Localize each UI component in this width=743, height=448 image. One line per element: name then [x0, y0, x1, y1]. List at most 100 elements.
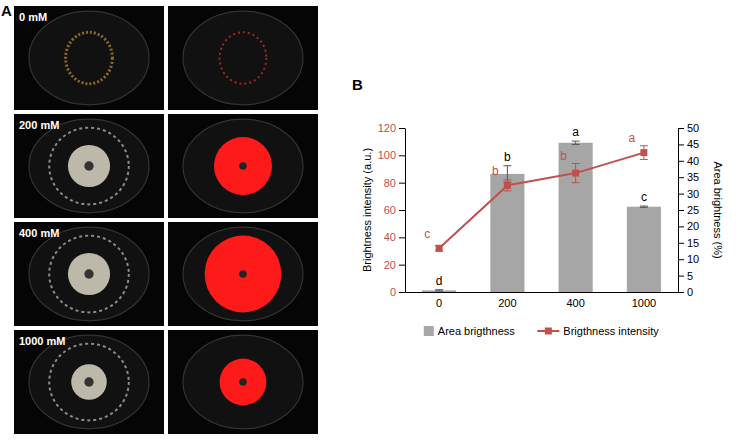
section-outline	[183, 227, 303, 321]
image-ground	[168, 222, 318, 326]
tick-mark	[399, 155, 405, 156]
tick: 60	[384, 204, 405, 216]
tick: 80	[384, 177, 405, 189]
tick-label: 1000	[632, 297, 656, 309]
image-ground	[14, 222, 164, 326]
red-area	[220, 359, 267, 406]
pith	[84, 269, 93, 278]
tick-mark	[678, 243, 684, 244]
tick-label: 10	[687, 253, 699, 265]
tick-mark	[678, 292, 684, 293]
tick: 20	[384, 259, 405, 271]
tick-mark	[678, 194, 684, 195]
tick-label: 0	[436, 297, 442, 309]
tick-mark	[678, 276, 684, 277]
tick-mark	[399, 237, 405, 238]
tick: 10	[678, 253, 699, 265]
legend-item: Area brigthness	[424, 325, 516, 337]
tick-mark	[399, 292, 405, 293]
axis-title: Brightness intensity (a.u.)	[361, 148, 373, 272]
tick-label: 20	[384, 259, 396, 271]
tick-mark	[678, 210, 684, 211]
tick-label: 0	[687, 286, 693, 298]
legend-swatch	[424, 326, 434, 336]
significance-letter: d	[436, 274, 443, 288]
tick: 35	[678, 171, 699, 183]
stele	[68, 253, 110, 295]
image-ground	[14, 6, 164, 110]
cell-ring	[49, 128, 129, 205]
figure: A0 mM200 mM400 mM1000 mMB020406080100120…	[0, 0, 743, 448]
axis-line	[406, 292, 679, 293]
micrograph	[14, 6, 164, 110]
tick-label: 60	[384, 204, 396, 216]
image-ground	[168, 330, 318, 434]
significance-letter: a	[572, 125, 579, 139]
tick-mark	[399, 210, 405, 211]
micrograph	[14, 114, 164, 218]
pith	[84, 161, 93, 170]
annotations: dbaccbba	[424, 125, 647, 288]
image-label: 200 mM	[19, 119, 59, 131]
bar	[422, 290, 456, 292]
micrograph-thresholded	[168, 222, 318, 326]
micrograph	[14, 222, 164, 326]
marker	[504, 182, 511, 189]
tick-mark	[678, 177, 684, 178]
marker	[572, 170, 579, 177]
tick: 200	[498, 292, 516, 309]
tick: 25	[678, 204, 699, 216]
micrograph-thresholded	[168, 6, 318, 110]
image-ground	[168, 6, 318, 110]
section-outline	[29, 227, 149, 321]
tick-label: 50	[687, 122, 699, 134]
tick: 400	[566, 292, 584, 309]
stele	[68, 145, 110, 187]
significance-letter: b	[560, 149, 567, 163]
tick: 40	[678, 155, 699, 167]
tick-label: 35	[687, 171, 699, 183]
pith	[84, 377, 93, 386]
error-bar	[435, 290, 443, 291]
vascular-ring	[66, 32, 113, 83]
micrograph-thresholded	[168, 114, 318, 218]
micrograph-thresholded	[168, 330, 318, 434]
image-label: 1000 mM	[19, 335, 65, 347]
section-outline	[183, 11, 303, 105]
cell-ring	[49, 344, 129, 421]
red-area	[205, 236, 282, 313]
cell-ring	[49, 236, 129, 313]
y-axis: 0 20 40 60 80 100 120	[378, 122, 406, 298]
section-outline	[183, 119, 303, 213]
significance-letter: b	[492, 164, 499, 178]
image-ground	[14, 114, 164, 218]
tick-label: 80	[384, 177, 396, 189]
error-bar	[572, 164, 580, 183]
tick-label: 100	[378, 149, 396, 161]
axis-line	[405, 129, 406, 293]
tick: 30	[678, 188, 699, 200]
tick: 5	[678, 270, 693, 282]
tick: 40	[384, 231, 405, 243]
error-bar	[503, 180, 511, 191]
section-outline	[29, 119, 149, 213]
bar	[627, 207, 661, 292]
image-ground	[168, 114, 318, 218]
legend-marker	[545, 328, 552, 335]
tick-label: 120	[378, 122, 396, 134]
pith	[239, 270, 246, 277]
section-outline	[29, 11, 149, 105]
tick: 0	[436, 292, 442, 309]
significance-letter: c	[424, 227, 430, 241]
legend-item: Brigthness intensity	[537, 325, 659, 337]
tick: 45	[678, 138, 699, 150]
tick: 15	[678, 237, 699, 249]
tick: 0	[390, 286, 405, 298]
y2-axis: 05101520253035404550	[678, 122, 699, 298]
red-ring	[220, 32, 267, 83]
significance-letter: c	[641, 190, 647, 204]
tick: 0	[678, 286, 693, 298]
significance-letter: b	[504, 150, 511, 164]
tick-label: 0	[390, 286, 396, 298]
line	[439, 153, 644, 249]
